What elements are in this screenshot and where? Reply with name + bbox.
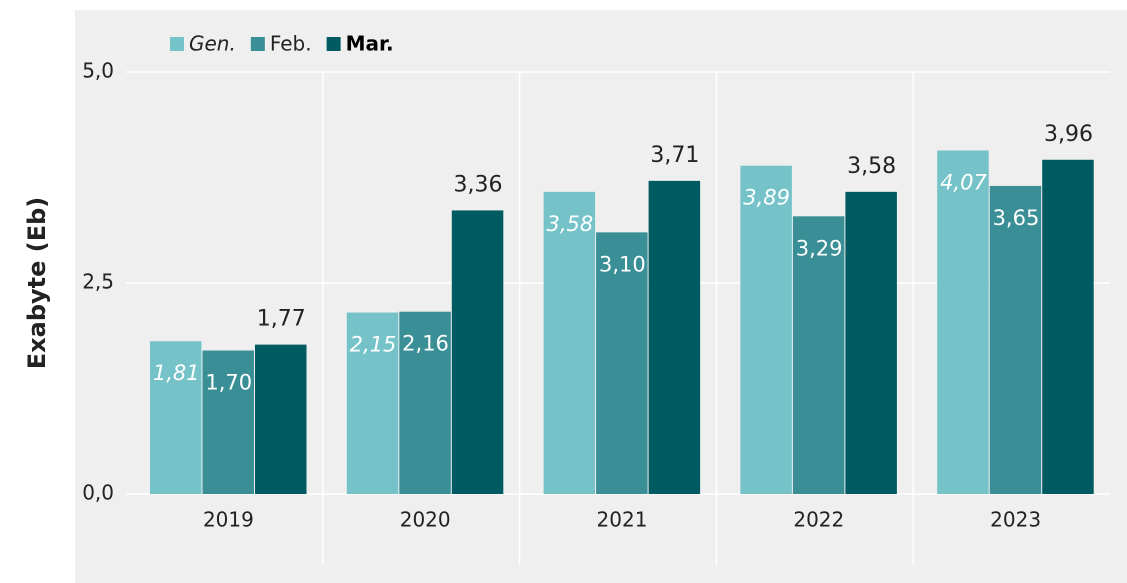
data-label: 3,96 bbox=[1044, 122, 1093, 147]
data-label: 1,81 bbox=[153, 361, 200, 385]
x-tick-label: 2021 bbox=[597, 508, 648, 532]
legend-label: Gen. bbox=[189, 32, 236, 56]
legend-label: Mar. bbox=[346, 32, 394, 56]
bar bbox=[150, 341, 202, 494]
bar bbox=[399, 311, 451, 494]
x-tick-label: 2022 bbox=[793, 508, 844, 532]
bar bbox=[1042, 159, 1094, 494]
data-label: 4,07 bbox=[940, 170, 987, 194]
data-label: 1,70 bbox=[205, 371, 252, 395]
legend-swatch bbox=[170, 37, 184, 51]
data-label: 2,16 bbox=[402, 332, 449, 356]
bar bbox=[648, 180, 701, 494]
y-tick-label: 2,5 bbox=[82, 270, 114, 294]
data-label: 2,15 bbox=[350, 333, 397, 357]
bar bbox=[989, 185, 1042, 494]
data-label: 3,36 bbox=[454, 172, 503, 197]
legend-label: Feb. bbox=[270, 32, 312, 56]
bar bbox=[596, 232, 648, 495]
x-tick-label: 2023 bbox=[990, 508, 1041, 532]
data-label: 3,10 bbox=[599, 252, 646, 276]
bar bbox=[792, 216, 845, 494]
bar bbox=[845, 191, 897, 494]
bar bbox=[451, 210, 504, 494]
data-label: 3,58 bbox=[847, 154, 896, 179]
y-tick-label: 5,0 bbox=[82, 59, 114, 83]
y-axis-title: Exabyte (Eb) bbox=[23, 197, 51, 370]
data-label: 3,29 bbox=[796, 236, 843, 260]
bar bbox=[346, 312, 399, 494]
bar bbox=[543, 191, 596, 494]
data-label: 3,89 bbox=[743, 186, 790, 210]
legend-swatch bbox=[326, 37, 341, 51]
data-label: 3,65 bbox=[993, 206, 1040, 230]
bar bbox=[202, 350, 254, 494]
bar bbox=[255, 344, 307, 494]
data-label: 3,71 bbox=[650, 143, 699, 168]
bar bbox=[740, 165, 792, 494]
y-tick-label: 0,0 bbox=[82, 481, 114, 505]
x-tick-label: 2020 bbox=[400, 508, 451, 532]
legend-swatch bbox=[250, 37, 265, 51]
bar bbox=[937, 150, 989, 494]
data-label: 3,58 bbox=[546, 212, 593, 236]
data-label: 1,77 bbox=[257, 307, 306, 332]
x-tick-label: 2019 bbox=[203, 508, 254, 532]
